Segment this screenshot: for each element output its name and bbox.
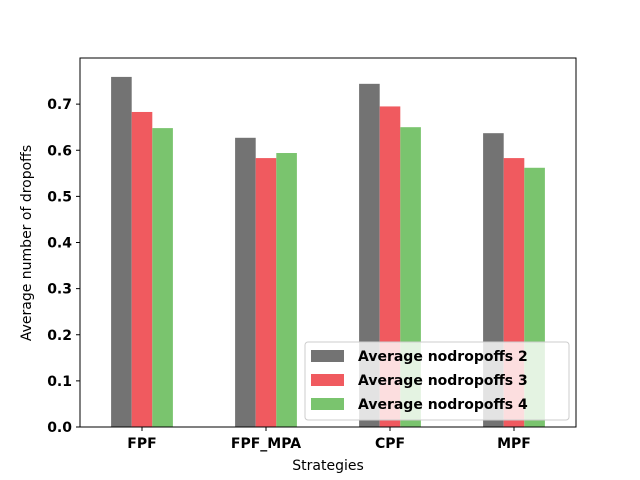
legend-label: Average nodropoffs 4: [358, 397, 528, 413]
x-tick-label: MPF: [497, 436, 531, 452]
bar-fpf-series-3: [152, 128, 173, 428]
legend-swatch: [311, 374, 344, 386]
x-axis-ticks: FPF FPF_MPA CPF MPF: [127, 427, 531, 452]
x-tick-label: FPF_MPA: [231, 436, 301, 452]
legend-swatch: [311, 350, 344, 362]
bar-fpf-mpa-series-2: [255, 158, 277, 427]
legend-label: Average nodropoffs 2: [358, 349, 528, 365]
x-axis-label: Strategies: [292, 458, 364, 474]
legend-label: Average nodropoffs 3: [358, 373, 528, 389]
y-axis-ticks: 0.0 0.1 0.2 0.3 0.4 0.5 0.6 0.7: [47, 97, 80, 436]
x-tick-label: CPF: [375, 436, 405, 452]
y-tick-label: 0.4: [47, 236, 72, 252]
legend-box: [304, 341, 570, 421]
y-tick-label: 0.6: [47, 143, 72, 159]
bar-fpf-mpa-series-1: [235, 137, 256, 427]
legend-swatch: [311, 398, 344, 410]
y-tick-label: 0.2: [47, 328, 72, 344]
bar-fpf-series-1: [111, 76, 132, 427]
legend: Average nodropoffs 2 Average nodropoffs 3…: [304, 341, 570, 421]
y-tick-label: 0.7: [47, 97, 72, 113]
bar-fpf-series-2: [131, 111, 153, 427]
y-tick-label: 0.0: [47, 420, 72, 436]
y-tick-label: 0.1: [47, 374, 72, 390]
bar-fpf-mpa-series-3: [276, 153, 297, 427]
bar-cpf-series-1: [359, 83, 380, 427]
x-tick-label: FPF: [127, 436, 156, 452]
y-axis-label: Average number of dropoffs: [19, 145, 35, 341]
y-tick-label: 0.3: [47, 282, 72, 298]
y-tick-label: 0.5: [47, 189, 72, 205]
